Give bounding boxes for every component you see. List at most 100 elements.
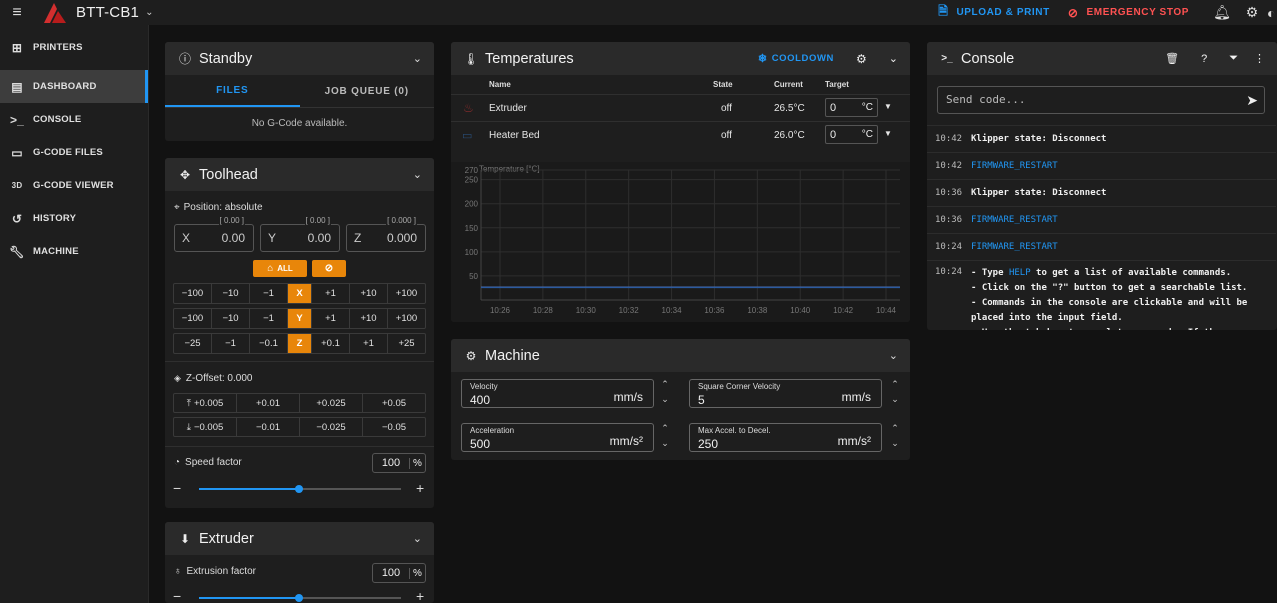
- console-command-link[interactable]: FIRMWARE_RESTART: [971, 242, 1058, 252]
- jog-z-plus-25[interactable]: +25: [398, 338, 415, 349]
- chevron-down-icon[interactable]: ⌄: [891, 438, 899, 448]
- extrusion-factor-input[interactable]: 100 %: [372, 563, 426, 583]
- extruder-header[interactable]: ⬇ Extruder ⌄: [165, 522, 434, 555]
- minus-icon[interactable]: −: [173, 480, 182, 496]
- toolhead-header[interactable]: ✥ Toolhead ⌄: [165, 158, 434, 191]
- chevron-up-icon[interactable]: ⌃: [661, 423, 669, 433]
- zoffset-up-0-005[interactable]: ⤒ +0.005: [174, 394, 237, 412]
- jog-z-plus-1[interactable]: +1: [350, 334, 388, 353]
- y-position-field[interactable]: [ 0.00 ] Y 0.00: [260, 216, 340, 252]
- nav-machine[interactable]: 🔧︎ MACHINE: [0, 235, 148, 268]
- x-position-field[interactable]: [ 0.00 ] X 0.00: [174, 216, 254, 252]
- machine-header[interactable]: ⚙ Machine ⌄: [451, 339, 910, 372]
- power-icon[interactable]: ◐: [1267, 4, 1276, 21]
- caret-down-icon[interactable]: ▼: [884, 102, 892, 111]
- zoffset-up-0-05[interactable]: +0.05: [381, 397, 407, 409]
- velocity-spinner[interactable]: ⌃ ⌄: [660, 377, 670, 407]
- trash-icon[interactable]: 🗑︎: [1165, 53, 1180, 65]
- help-icon[interactable]: ?: [1201, 52, 1208, 65]
- max-accel-to-decel-field[interactable]: Max Accel. to Decel. 250 mm/s²: [689, 423, 882, 452]
- speed-factor-input[interactable]: 100 %: [372, 453, 426, 473]
- position-mode[interactable]: ⌖ Position: absolute: [174, 202, 263, 213]
- console-command-link[interactable]: FIRMWARE_RESTART: [971, 215, 1058, 225]
- console-input-field[interactable]: ➤: [937, 86, 1265, 114]
- jog-y-minus-1[interactable]: −1: [250, 309, 288, 328]
- chevron-down-icon[interactable]: ⌄: [891, 394, 899, 404]
- square-corner-velocity-field[interactable]: Square Corner Velocity 5 mm/s: [689, 379, 882, 408]
- jog-y-plus-100[interactable]: +100: [395, 313, 418, 324]
- heater-name[interactable]: Heater Bed: [489, 130, 540, 141]
- max-accel-to-decel-spinner[interactable]: ⌃ ⌄: [890, 421, 900, 451]
- console-input[interactable]: [946, 93, 1246, 106]
- console-header[interactable]: >_ Console 🗑︎ ? ⏷ ⋮: [927, 42, 1277, 75]
- extruder-target-input[interactable]: 0 °C: [825, 98, 878, 117]
- hamburger-menu-icon[interactable]: ≡: [12, 3, 22, 21]
- nozzle-icon[interactable]: ♨: [463, 101, 474, 115]
- chevron-down-icon[interactable]: ⌄: [412, 169, 422, 181]
- velocity-field[interactable]: Velocity 400 mm/s: [461, 379, 654, 408]
- jog-x-minus-100[interactable]: −100: [174, 284, 212, 303]
- chevron-up-icon[interactable]: ⌃: [891, 379, 899, 389]
- home-all-button[interactable]: ⌂ ALL: [253, 260, 307, 277]
- square-corner-velocity-spinner[interactable]: ⌃ ⌄: [890, 377, 900, 407]
- standby-header[interactable]: ⓘ Standby ⌄: [165, 42, 434, 75]
- chevron-down-icon[interactable]: ⌄: [661, 438, 669, 448]
- jog-z-minus-1[interactable]: −1: [212, 334, 250, 353]
- zoffset-down-0-01[interactable]: −0.01: [237, 418, 300, 436]
- more-icon[interactable]: ⋮: [1254, 53, 1265, 65]
- zoffset-up-0-025[interactable]: +0.025: [300, 394, 363, 412]
- chevron-up-icon[interactable]: ⌃: [661, 379, 669, 389]
- zoffset-up-0-01[interactable]: +0.01: [237, 394, 300, 412]
- jog-y-plus-10[interactable]: +10: [350, 309, 388, 328]
- plus-icon[interactable]: +: [416, 480, 425, 496]
- temperatures-header[interactable]: 🌡︎ Temperatures ❄ COOLDOWN ⚙ ⌄: [451, 42, 910, 75]
- acceleration-spinner[interactable]: ⌃ ⌄: [660, 421, 670, 451]
- zoffset-down-0-005[interactable]: ⤓ −0.005: [174, 418, 237, 436]
- plus-icon[interactable]: +: [416, 588, 425, 603]
- gear-icon[interactable]: ⚙: [1245, 4, 1259, 20]
- chevron-down-icon[interactable]: ⌄: [145, 7, 154, 18]
- send-icon[interactable]: ➤: [1246, 92, 1258, 108]
- speed-factor-thumb[interactable]: [295, 485, 303, 493]
- chevron-down-icon[interactable]: ⌄: [661, 394, 669, 404]
- chevron-down-icon[interactable]: ⌄: [412, 53, 422, 65]
- home-z-button[interactable]: Z: [288, 334, 312, 353]
- emergency-stop-button[interactable]: ⊘ EMERGENCY STOP: [1068, 6, 1189, 20]
- z-position-field[interactable]: [ 0.000 ] Z 0.000: [346, 216, 426, 252]
- chevron-up-icon[interactable]: ⌃: [891, 423, 899, 433]
- zoffset-down-0-05[interactable]: −0.05: [381, 421, 407, 433]
- chevron-down-icon[interactable]: ⌄: [888, 350, 898, 362]
- tab-files[interactable]: FILES: [165, 75, 300, 107]
- nav-dashboard[interactable]: ▤ DASHBOARD: [0, 70, 148, 103]
- bell-icon[interactable]: 🔔︎: [1213, 4, 1231, 20]
- nav-printers[interactable]: ⊞ PRINTERS: [0, 31, 148, 64]
- upload-print-button[interactable]: 🗎 UPLOAD & PRINT: [938, 2, 1050, 23]
- gear-icon[interactable]: ⚙: [856, 51, 867, 66]
- jog-x-plus-1[interactable]: +1: [312, 284, 350, 303]
- printer-name[interactable]: BTT-CB1: [76, 4, 140, 21]
- jog-x-minus-10[interactable]: −10: [212, 284, 250, 303]
- home-x-button[interactable]: X: [288, 284, 312, 303]
- jog-x-minus-1[interactable]: −1: [250, 284, 288, 303]
- chevron-down-icon[interactable]: ⌄: [412, 533, 422, 545]
- help-command-link[interactable]: HELP: [1008, 268, 1031, 278]
- bed-target-input[interactable]: 0 °C: [825, 125, 878, 144]
- caret-down-icon[interactable]: ▼: [884, 129, 892, 138]
- jog-y-minus-100[interactable]: −100: [174, 309, 212, 328]
- zoffset-down-0-025[interactable]: −0.025: [300, 418, 363, 436]
- motors-off-button[interactable]: ⊘: [312, 260, 346, 277]
- extrusion-factor-thumb[interactable]: [295, 594, 303, 602]
- minus-icon[interactable]: −: [173, 588, 182, 603]
- nav-console[interactable]: >_ CONSOLE: [0, 103, 148, 136]
- jog-z-plus-0-1[interactable]: +0.1: [312, 334, 350, 353]
- heater-bed-icon[interactable]: ▭: [462, 130, 473, 142]
- nav-history[interactable]: ↺ HISTORY: [0, 202, 148, 235]
- jog-z-minus-0-1[interactable]: −0.1: [250, 334, 288, 353]
- jog-z-minus-25[interactable]: −25: [174, 334, 212, 353]
- jog-y-minus-10[interactable]: −10: [212, 309, 250, 328]
- filter-icon[interactable]: ⏷: [1229, 52, 1238, 64]
- heater-name[interactable]: Extruder: [489, 103, 527, 114]
- home-y-button[interactable]: Y: [288, 309, 312, 328]
- jog-x-plus-10[interactable]: +10: [350, 284, 388, 303]
- cooldown-button[interactable]: ❄ COOLDOWN: [758, 52, 834, 65]
